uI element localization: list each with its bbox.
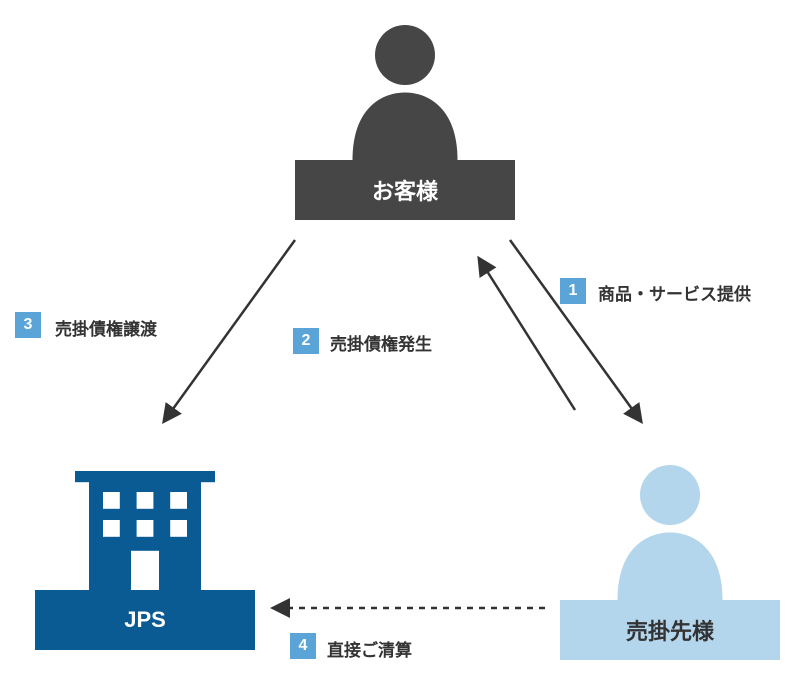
badge-1: 1 [560,278,586,304]
node-client-label: 売掛先様 [626,614,714,646]
edge-label-4: 直接ご清算 [327,636,412,661]
person-icon [330,10,480,160]
node-customer-label-box: お客様 [295,160,515,220]
diagram-canvas: お客様 JPS 売掛先様 1 2 [0,0,807,680]
person-icon [595,450,745,600]
building-icon [60,450,230,590]
node-customer-label: お客様 [372,174,438,206]
node-client-label-box: 売掛先様 [560,600,780,660]
edge-label-1: 商品・サービス提供 [598,280,751,305]
edge-label-3: 売掛債権譲渡 [55,315,157,340]
node-client: 売掛先様 [560,450,780,660]
badge-4-text: 4 [299,637,308,655]
node-jps: JPS [35,450,255,650]
badge-4: 4 [290,633,316,659]
badge-2: 2 [293,328,319,354]
badge-3: 3 [15,312,41,338]
edge-customer-to-client [510,240,640,420]
node-jps-label-box: JPS [35,590,255,650]
edge-customer-to-jps [165,240,295,420]
badge-1-text: 1 [569,282,578,300]
badge-3-text: 3 [24,316,33,334]
badge-2-text: 2 [302,332,311,350]
edge-label-2: 売掛債権発生 [330,330,432,355]
node-customer: お客様 [295,10,515,220]
node-jps-label: JPS [124,607,166,633]
